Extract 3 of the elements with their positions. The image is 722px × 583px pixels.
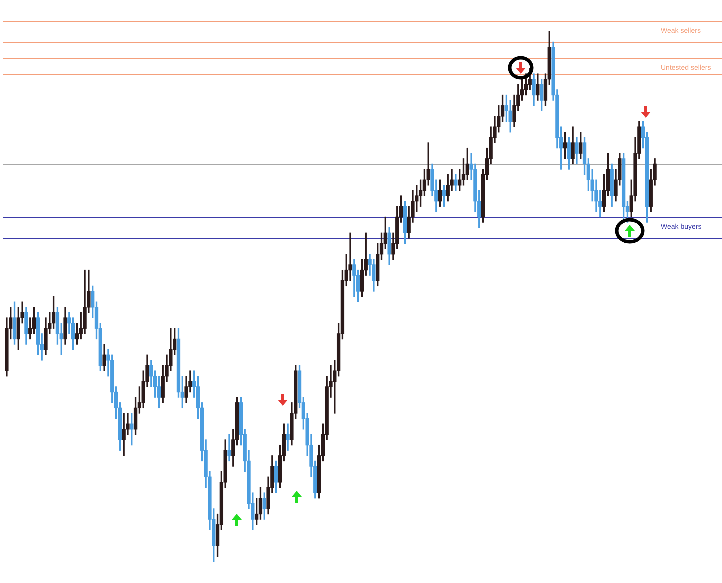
candlestick [228,434,232,462]
candlestick [286,424,290,451]
candlestick [122,413,126,456]
